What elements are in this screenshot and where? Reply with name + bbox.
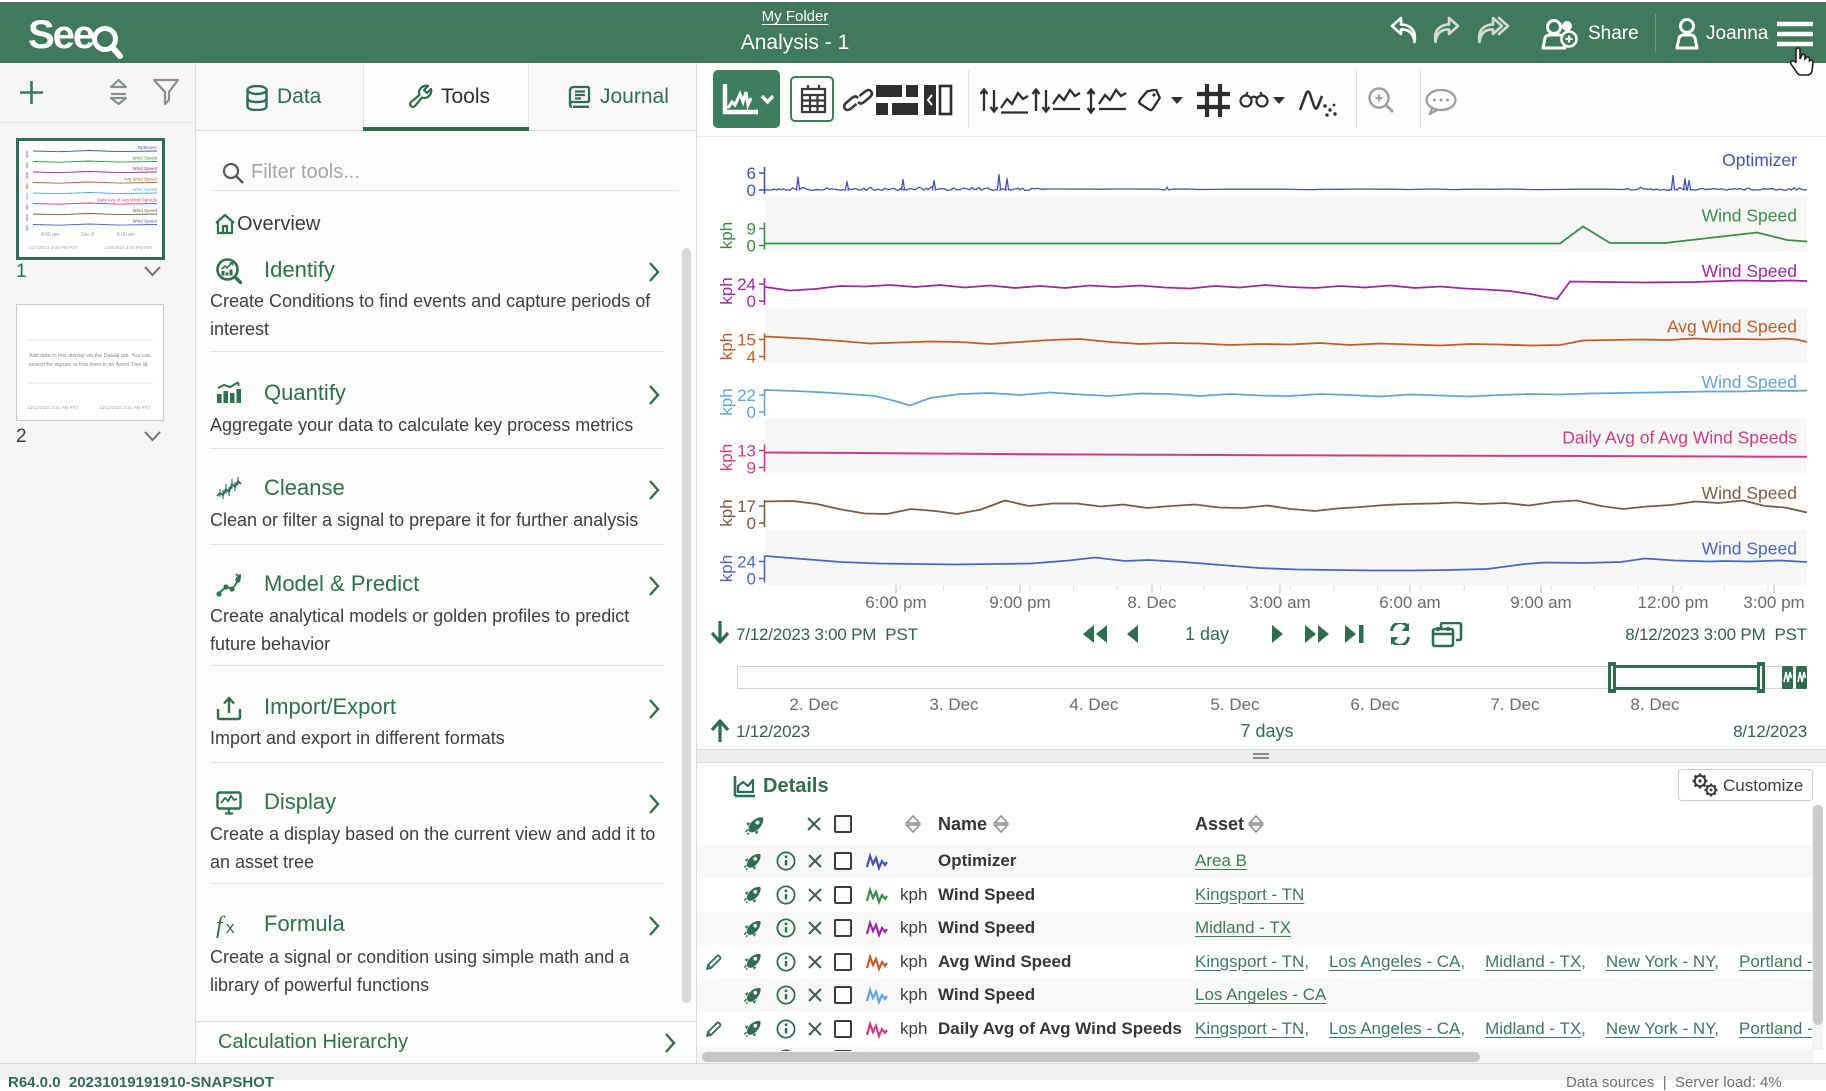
svg-text:6:00 pm: 6:00 pm <box>865 593 926 612</box>
svg-text:9:00 am: 9:00 am <box>1510 593 1571 612</box>
svg-text:kph: kph <box>24 193 29 199</box>
svg-text:Avg Wind Speed: Avg Wind Speed <box>1667 317 1797 337</box>
svg-text:Wind Speed: Wind Speed <box>132 166 157 171</box>
svg-text:Wind Speed: Wind Speed <box>1702 261 1797 281</box>
svg-text:Optimizer: Optimizer <box>1722 150 1797 170</box>
svg-text:Dec 8: Dec 8 <box>81 232 94 238</box>
svg-text:0: 0 <box>747 237 756 256</box>
svg-text:x: x <box>226 918 235 937</box>
svg-text:kph: kph <box>24 172 29 178</box>
svg-text:0: 0 <box>747 514 756 533</box>
svg-text:Wind Speed: Wind Speed <box>1702 206 1797 226</box>
svg-text:kph: kph <box>24 225 29 231</box>
svg-text:22: 22 <box>737 386 756 405</box>
svg-text:Wind Speed: Wind Speed <box>1702 483 1797 503</box>
svg-text:kph: kph <box>24 183 29 189</box>
svg-text:kph: kph <box>717 222 736 249</box>
svg-text:9: 9 <box>747 220 756 239</box>
svg-text:kph: kph <box>24 162 29 168</box>
svg-text:Wind Speed: Wind Speed <box>132 187 157 192</box>
svg-text:6:00 am: 6:00 am <box>1379 593 1440 612</box>
svg-text:kph: kph <box>717 444 736 471</box>
svg-text:Add data to this display via t: Add data to this display via the Data⊞ t… <box>29 353 151 359</box>
svg-text:4:00 pm: 4:00 pm <box>41 232 59 238</box>
svg-text:kph: kph <box>24 214 29 220</box>
svg-text:kph: kph <box>24 204 29 210</box>
svg-text:3:00 am: 3:00 am <box>1249 593 1310 612</box>
svg-text:search for signals or find the: search for signals or find them in an As… <box>29 362 147 368</box>
svg-text:Optimizer: Optimizer <box>138 145 158 150</box>
svg-text:kph: kph <box>24 151 29 157</box>
svg-text:15: 15 <box>737 331 756 350</box>
svg-text:13: 13 <box>737 442 756 461</box>
svg-text:9:00 pm: 9:00 pm <box>989 593 1050 612</box>
svg-text:6: 6 <box>747 164 756 183</box>
svg-text:9: 9 <box>747 459 756 478</box>
svg-text:6:00 am: 6:00 am <box>117 232 135 238</box>
svg-text:kph: kph <box>717 388 736 415</box>
svg-text:12:00 pm: 12:00 pm <box>1638 593 1709 612</box>
svg-text:12/12/2023 3:21 PM PST: 12/12/2023 3:21 PM PST <box>27 405 79 410</box>
svg-text:f: f <box>216 913 226 938</box>
svg-text:12/7/2023 3:00 PM PST: 12/7/2023 3:00 PM PST <box>29 245 78 250</box>
svg-text:Wind Speed: Wind Speed <box>1702 539 1797 559</box>
svg-text:8. Dec: 8. Dec <box>1127 593 1177 612</box>
svg-text:Wind Speed: Wind Speed <box>132 219 157 224</box>
svg-text:See: See <box>28 13 94 57</box>
svg-text:Wind Speed: Wind Speed <box>1702 372 1797 392</box>
svg-text:24: 24 <box>737 553 756 572</box>
svg-text:0: 0 <box>747 570 756 589</box>
svg-text:kph: kph <box>717 555 736 582</box>
svg-text:0: 0 <box>747 292 756 311</box>
svg-text:3:00 pm: 3:00 pm <box>1743 593 1804 612</box>
svg-text:kph: kph <box>717 499 736 526</box>
svg-text:4: 4 <box>747 348 756 367</box>
svg-text:12/8/2023 3:00 PM PST: 12/8/2023 3:00 PM PST <box>104 245 153 250</box>
svg-text:0: 0 <box>747 181 756 200</box>
svg-text:12/12/2023 3:21 PM PST: 12/12/2023 3:21 PM PST <box>99 405 151 410</box>
svg-text:kph: kph <box>717 333 736 360</box>
svg-text:0: 0 <box>747 403 756 422</box>
svg-text:Wind Speed: Wind Speed <box>132 208 157 213</box>
svg-text:Avg Wind Speed: Avg Wind Speed <box>124 177 158 182</box>
svg-text:Daily Avg of Avg Wind Speeds: Daily Avg of Avg Wind Speeds <box>1562 428 1797 448</box>
svg-text:kph: kph <box>717 277 736 304</box>
svg-text:24: 24 <box>737 275 756 294</box>
svg-text:Wind Speed: Wind Speed <box>132 156 157 161</box>
svg-text:Daily Avg of Avg Wind Speeds: Daily Avg of Avg Wind Speeds <box>97 198 158 203</box>
svg-text:17: 17 <box>737 497 756 516</box>
